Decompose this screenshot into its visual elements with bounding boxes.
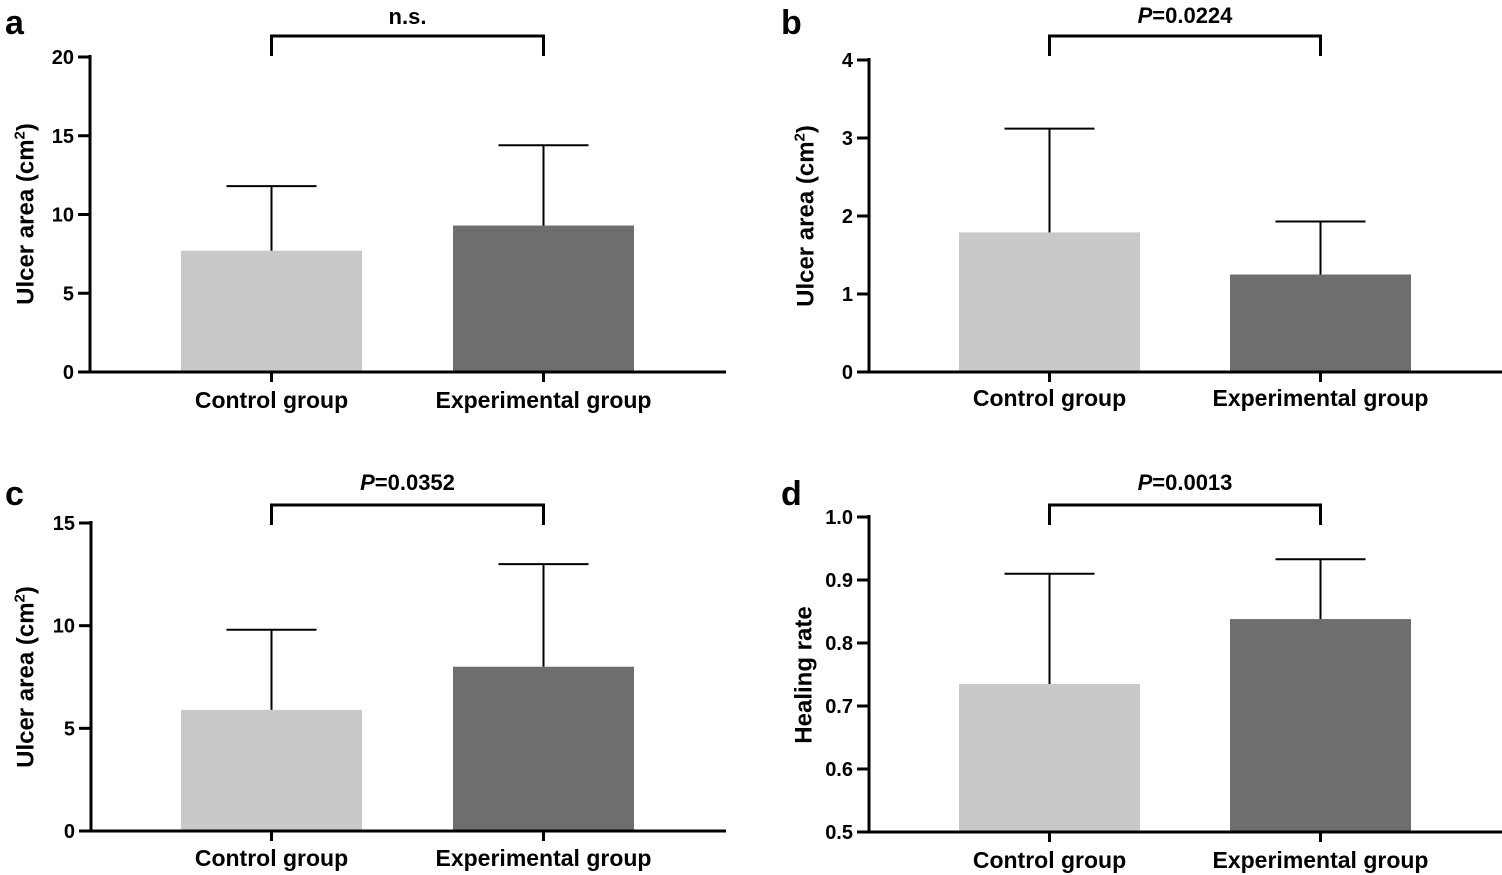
category-label: Control group bbox=[973, 847, 1126, 873]
y-tick-label: 10 bbox=[53, 616, 75, 638]
y-tick-label: 3 bbox=[842, 128, 853, 150]
y-tick-label: 0 bbox=[64, 821, 75, 843]
significance-label: P=0.0224 bbox=[1138, 3, 1234, 28]
bar-experimental bbox=[1230, 619, 1411, 832]
y-tick-label: 0.6 bbox=[825, 759, 853, 781]
y-tick-label: 0.9 bbox=[825, 570, 853, 592]
significance-bracket bbox=[1048, 34, 1322, 56]
bar-control bbox=[181, 250, 362, 372]
y-tick-label: 0 bbox=[63, 362, 74, 384]
panel-letter: d bbox=[781, 475, 802, 513]
y-tick-label: 4 bbox=[842, 50, 854, 72]
category-label: Control group bbox=[195, 387, 348, 413]
category-label: Experimental group bbox=[436, 387, 652, 413]
significance-bracket bbox=[270, 34, 545, 56]
y-axis-label: Ulcer area (cm2) bbox=[11, 586, 39, 768]
significance-label: n.s. bbox=[389, 4, 427, 29]
chart-panel-b: b 0 1 2 3 4 Control group Experimental group Ulc… bbox=[781, 3, 1502, 411]
y-tick-label: 15 bbox=[53, 513, 75, 535]
bar-control bbox=[181, 709, 362, 831]
y-tick-label: 1.0 bbox=[825, 507, 853, 529]
bar-experimental bbox=[453, 666, 634, 831]
y-tick-label: 1 bbox=[842, 284, 853, 306]
y-axis-label: Healing rate bbox=[790, 606, 817, 743]
y-tick-label: 5 bbox=[63, 283, 74, 305]
panel-letter: a bbox=[5, 4, 25, 42]
bar-control bbox=[959, 232, 1140, 372]
bar-control bbox=[959, 683, 1140, 832]
bar-experimental bbox=[1230, 274, 1411, 372]
y-tick-label: 2 bbox=[842, 206, 853, 228]
panel-letter: c bbox=[5, 475, 24, 513]
panel-letter: b bbox=[781, 4, 802, 42]
y-tick-label: 0 bbox=[842, 362, 853, 384]
chart-panel-a: a 0 5 10 15 20 Control group Experimental group… bbox=[5, 4, 726, 413]
significance-bracket bbox=[270, 503, 545, 525]
category-label: Experimental group bbox=[1213, 385, 1429, 411]
significance-label: P=0.0013 bbox=[1138, 470, 1233, 495]
category-label: Experimental group bbox=[1213, 847, 1429, 873]
chart-panel-d: d 0.5 0.6 0.7 0.8 0.9 1.0 Control group Experime… bbox=[781, 470, 1502, 873]
y-tick-label: 5 bbox=[64, 718, 75, 740]
y-tick-label: 10 bbox=[52, 205, 74, 227]
category-label: Control group bbox=[195, 845, 348, 871]
y-axis-label: Ulcer area (cm2) bbox=[11, 123, 39, 305]
y-tick-label: 0.8 bbox=[825, 633, 853, 655]
y-tick-label: 15 bbox=[52, 126, 74, 148]
y-tick-label: 0.7 bbox=[825, 696, 853, 718]
category-label: Experimental group bbox=[436, 845, 652, 871]
y-tick-label: 0.5 bbox=[825, 822, 853, 844]
category-label: Control group bbox=[973, 385, 1126, 411]
significance-label: P=0.0352 bbox=[360, 470, 455, 495]
y-axis-label: Ulcer area (cm2) bbox=[791, 125, 819, 307]
significance-bracket bbox=[1048, 503, 1322, 525]
bar-experimental bbox=[453, 225, 634, 372]
chart-panel-c: c 0 5 10 15 Control group Experimental group Ul… bbox=[5, 470, 726, 871]
y-tick-label: 20 bbox=[52, 47, 74, 69]
